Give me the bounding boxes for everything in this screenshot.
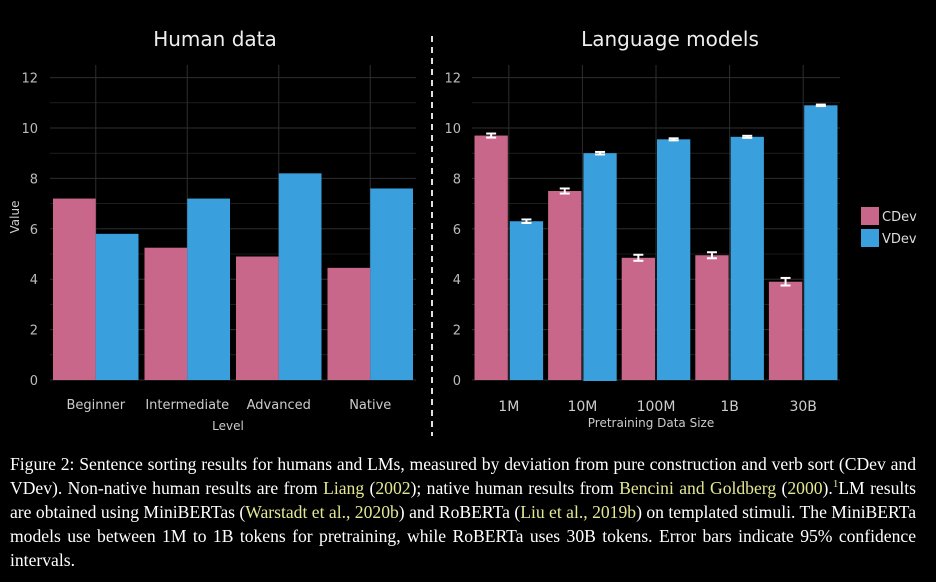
x-tick-label: 30B [789,399,816,415]
citation-liu-link[interactable]: Liu et al., 2019b [520,502,637,522]
x-tick-label: 1B [720,399,739,415]
bar-vdev-30b [804,105,838,380]
y-tick-label: 2 [30,324,38,339]
bar-vdev-advanced [278,173,322,380]
y-tick-label: 4 [453,273,461,288]
legend-label-cdev: CDev [882,210,917,225]
y-tick-label: 2 [453,324,461,339]
citation-liang-year-link[interactable]: 2002 [375,478,411,498]
error-bar [742,134,753,139]
bar-cdev-native [327,267,371,380]
caption-text-4: ( [776,478,788,498]
legend-swatch-vdev [861,229,879,247]
error-bar [668,137,679,142]
caption-text-3: ); native human results from [410,478,620,498]
error-bar [521,218,532,225]
bar-vdev-intermediate [187,198,230,380]
bar-cdev-1m [474,135,508,380]
y-tick-label: 12 [444,72,461,87]
caption-text-7: ) and RoBERTa ( [398,502,521,522]
citation-bencini-link[interactable]: Bencini and Goldberg [619,478,777,498]
y-tick-label: 10 [444,122,461,137]
footnote-mark[interactable]: 1 [832,478,839,491]
bar-cdev-advanced [236,256,279,380]
x-tick-label: Beginner [66,398,125,413]
error-bar [486,132,497,139]
citation-liang-link[interactable]: Liang [323,478,365,498]
x-tick-label: 100M [637,399,676,415]
error-bar [595,150,606,156]
bar-vdev-100m [657,139,691,380]
y-tick-label: 8 [453,172,461,187]
bar-vdev-1m [509,221,544,380]
legend: CDev VDev [861,207,917,247]
y-tick-label: 12 [21,72,38,87]
legend-label-vdev: VDev [882,232,917,247]
human-data-panel: Human data Value Level 0 2 4 6 8 10 12 Beginner… [8,27,416,433]
bar-cdev-1b [695,255,729,380]
caption-text-8: ) on templated stimuli. The MiniBERTa mo… [10,502,917,570]
bar-vdev-1b [730,136,764,380]
legend-swatch-cdev [861,207,879,225]
bar-vdev-10m [583,153,617,381]
x-tick-label: Native [349,398,391,413]
y-tick-label: 10 [21,122,38,137]
y-tick-label: 0 [453,374,461,389]
figure-chart: Human data Value Level 0 2 4 6 8 10 12 Beginner… [8,27,917,436]
x-tick-label: 10M [567,399,597,415]
human-x-axis-label: Level [212,419,244,433]
bar-cdev-100m [621,257,655,380]
human-y-axis-label: Value [8,201,22,234]
caption-text-5: ). [822,478,833,498]
figure-caption: Figure 2: Sentence sorting results for h… [10,452,916,572]
bar-cdev-beginner [53,198,96,380]
y-tick-label: 6 [453,223,461,238]
language-models-title: Language models [581,27,759,51]
lm-x-axis-label: Pretraining Data Size [588,416,714,430]
language-models-panel: Language models Pretraining Data Size 0 2… [444,27,840,430]
human-data-title: Human data [153,27,277,51]
error-bar [633,253,644,262]
y-tick-label: 4 [30,273,38,288]
caption-text-2: ( [364,478,376,498]
x-tick-label: Advanced [247,398,311,413]
y-tick-label: 6 [30,223,38,238]
error-bar [780,276,791,287]
x-tick-label: 1M [498,399,519,415]
caption-text-6: LM results are obtained using MiniBERTas… [10,478,916,522]
bar-vdev-beginner [95,233,139,380]
error-bar [559,187,570,195]
bar-vdev-native [370,188,413,380]
bar-cdev-30b [768,281,803,380]
y-tick-label: 8 [30,172,38,187]
x-tick-label: Intermediate [145,398,229,413]
bar-cdev-10m [548,191,582,380]
y-tick-label: 0 [30,374,38,389]
bar-cdev-intermediate [144,247,188,380]
citation-warstadt-link[interactable]: Warstadt et al., 2020b [245,502,399,522]
caption-text-1: Figure 2: Sentence sorting results for h… [10,454,916,498]
error-bar [815,103,826,108]
error-bar [706,251,717,260]
citation-bencini-year-link[interactable]: 2000 [787,478,823,498]
